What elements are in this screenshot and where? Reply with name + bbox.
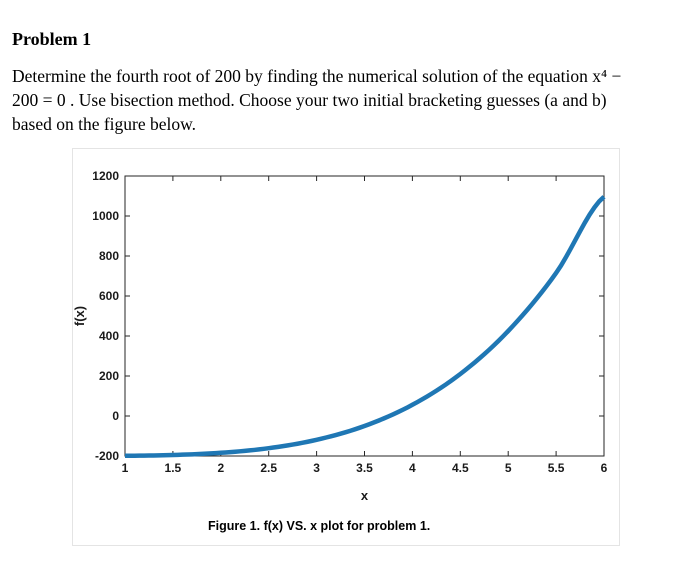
y-tick-label: 1000 xyxy=(92,209,119,223)
figure-frame xyxy=(72,148,620,546)
x-tick-label: 5 xyxy=(505,461,512,475)
curve xyxy=(124,195,606,459)
x-tick-label: 6 xyxy=(601,461,608,475)
x-tick-label: 2.5 xyxy=(260,461,277,475)
x-tick-label: 4.5 xyxy=(452,461,469,475)
y-tick-label: 800 xyxy=(99,249,119,263)
problem-statement: Determine the fourth root of 200 by find… xyxy=(12,64,688,136)
figure-caption: Figure 1. f(x) VS. x plot for problem 1. xyxy=(208,519,431,533)
y-tick-label: 200 xyxy=(99,369,119,383)
y-tick-label: 600 xyxy=(99,289,119,303)
x-tick-label: 1 xyxy=(122,461,129,475)
y-axis-label: f(x) xyxy=(72,306,87,326)
x-tick-label: 3.5 xyxy=(356,461,373,475)
plot-box xyxy=(124,175,605,457)
y-tick-label: 1200 xyxy=(92,169,119,183)
x-tick-label: 4 xyxy=(409,461,416,475)
y-tick-label: 0 xyxy=(112,409,119,423)
x-tick-label: 1.5 xyxy=(165,461,182,475)
y-tick-label: 400 xyxy=(99,329,119,343)
problem-line-2: 200 = 0 . Use bisection method. Choose y… xyxy=(12,90,607,110)
x-tick-label: 2 xyxy=(217,461,224,475)
ticks: 1 1.5 2 2.5 3 3.5 4 4.5 5 5.5 6 -200 0 200 400 600 800 10… xyxy=(92,169,607,475)
x-tick-label: 3 xyxy=(313,461,320,475)
x-tick-label: 5.5 xyxy=(548,461,565,475)
axes xyxy=(124,175,605,457)
problem-line-3: based on the figure below. xyxy=(12,114,197,134)
series-line-fx xyxy=(124,195,606,459)
y-tick-label: -200 xyxy=(95,449,119,463)
problem-line-1: Determine the fourth root of 200 by find… xyxy=(12,66,622,86)
x-axis-label: x xyxy=(361,488,369,503)
problem-title: Problem 1 xyxy=(12,29,92,49)
